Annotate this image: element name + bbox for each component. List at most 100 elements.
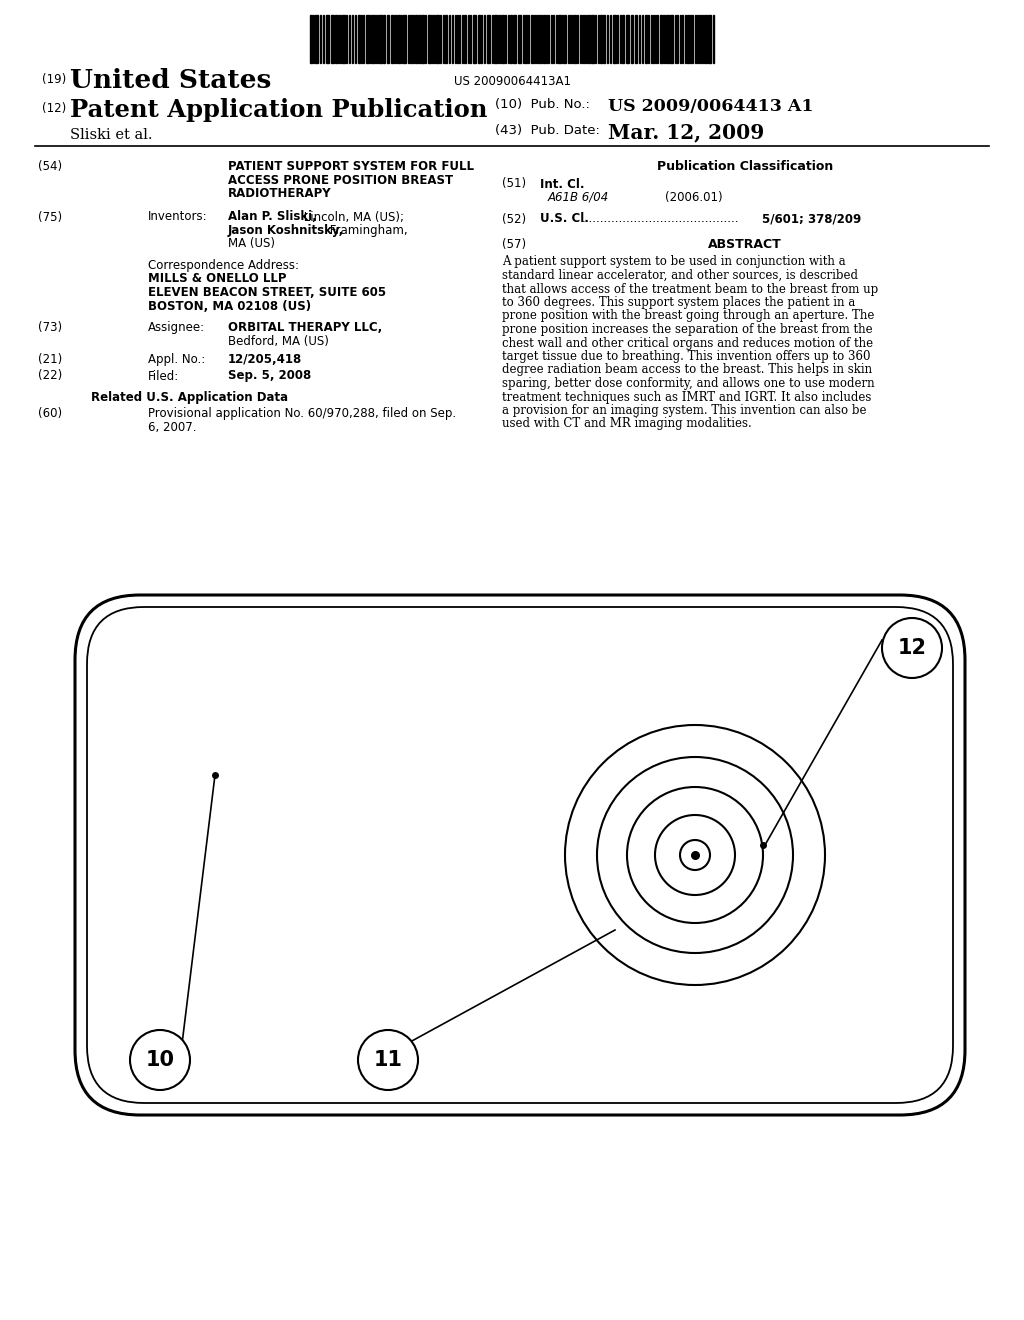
Circle shape — [597, 756, 793, 953]
Bar — [687, 15, 689, 63]
Text: (2006.01): (2006.01) — [665, 191, 723, 205]
Bar — [335, 15, 337, 63]
Bar — [494, 15, 497, 63]
Text: ..........................................: ........................................… — [582, 213, 739, 226]
Text: (57): (57) — [502, 238, 526, 251]
Text: 5/601; 378/209: 5/601; 378/209 — [762, 213, 861, 226]
Text: Publication Classification: Publication Classification — [656, 160, 834, 173]
Text: Inventors:: Inventors: — [148, 210, 208, 223]
Text: treatment techniques such as IMRT and IGRT. It also includes: treatment techniques such as IMRT and IG… — [502, 391, 871, 404]
Text: (60): (60) — [38, 408, 62, 421]
Bar — [398, 15, 400, 63]
Text: a provision for an imaging system. This invention can also be: a provision for an imaging system. This … — [502, 404, 866, 417]
Text: US 20090064413A1: US 20090064413A1 — [454, 75, 570, 88]
Bar — [436, 15, 439, 63]
Bar — [366, 15, 369, 63]
Text: MILLS & ONELLO LLP: MILLS & ONELLO LLP — [148, 272, 287, 285]
Bar — [502, 15, 504, 63]
Bar — [626, 15, 629, 63]
Text: Framingham,: Framingham, — [326, 224, 408, 238]
Text: Assignee:: Assignee: — [148, 321, 205, 334]
Bar — [478, 15, 480, 63]
Circle shape — [882, 618, 942, 678]
Text: (75): (75) — [38, 210, 62, 223]
Text: Provisional application No. 60/970,288, filed on Sep.: Provisional application No. 60/970,288, … — [148, 408, 456, 421]
Text: target tissue due to breathing. This invention offers up to 360: target tissue due to breathing. This inv… — [502, 350, 870, 363]
Text: 10: 10 — [145, 1049, 174, 1071]
Text: 12: 12 — [897, 638, 927, 657]
Bar — [387, 15, 389, 63]
Text: ELEVEN BEACON STREET, SUITE 605: ELEVEN BEACON STREET, SUITE 605 — [148, 286, 386, 300]
Text: 6, 2007.: 6, 2007. — [148, 421, 197, 434]
Bar — [600, 15, 602, 63]
Text: (21): (21) — [38, 352, 62, 366]
Bar — [418, 15, 420, 63]
Text: (73): (73) — [38, 321, 62, 334]
Circle shape — [627, 787, 763, 923]
Text: Patent Application Publication: Patent Application Publication — [70, 98, 487, 121]
Text: U.S. Cl.: U.S. Cl. — [540, 213, 589, 226]
Bar — [410, 15, 412, 63]
FancyBboxPatch shape — [87, 607, 953, 1104]
Bar — [379, 15, 382, 63]
Bar — [591, 15, 594, 63]
Bar — [310, 15, 312, 63]
Text: sparing, better dose conformity, and allows one to use modern: sparing, better dose conformity, and all… — [502, 378, 874, 389]
Bar — [372, 15, 374, 63]
Bar — [558, 15, 561, 63]
Bar — [391, 15, 393, 63]
Bar — [531, 15, 534, 63]
Bar — [538, 15, 540, 63]
Bar — [543, 15, 545, 63]
Bar — [705, 15, 707, 63]
Bar — [613, 15, 616, 63]
Text: (52): (52) — [502, 213, 526, 226]
Bar — [622, 15, 624, 63]
Bar — [473, 15, 476, 63]
Text: to 360 degrees. This support system places the patient in a: to 360 degrees. This support system plac… — [502, 296, 855, 309]
Bar — [588, 15, 590, 63]
Bar — [358, 15, 360, 63]
Bar — [631, 15, 633, 63]
Text: Mar. 12, 2009: Mar. 12, 2009 — [608, 121, 764, 143]
Bar — [326, 15, 329, 63]
Bar — [670, 15, 673, 63]
Text: ACCESS PRONE POSITION BREAST: ACCESS PRONE POSITION BREAST — [228, 173, 454, 186]
Text: Int. Cl.: Int. Cl. — [540, 177, 585, 190]
Bar — [525, 15, 527, 63]
Text: A61B 6/04: A61B 6/04 — [548, 191, 609, 205]
Text: A patient support system to be used in conjunction with a: A patient support system to be used in c… — [502, 256, 846, 268]
Bar — [518, 15, 521, 63]
Bar — [708, 15, 711, 63]
Text: prone position increases the separation of the breast from the: prone position increases the separation … — [502, 323, 872, 337]
Circle shape — [680, 840, 710, 870]
Text: Lincoln, MA (US);: Lincoln, MA (US); — [300, 210, 404, 223]
Bar — [421, 15, 424, 63]
Text: United States: United States — [70, 69, 271, 92]
Text: ORBITAL THERAPY LLC,: ORBITAL THERAPY LLC, — [228, 321, 382, 334]
Text: 11: 11 — [374, 1049, 402, 1071]
Text: Bedford, MA (US): Bedford, MA (US) — [228, 334, 329, 347]
FancyBboxPatch shape — [75, 595, 965, 1115]
Text: that allows access of the treatment beam to the breast from up: that allows access of the treatment beam… — [502, 282, 879, 296]
Text: (51): (51) — [502, 177, 526, 190]
Bar — [331, 15, 334, 63]
Text: (43)  Pub. Date:: (43) Pub. Date: — [495, 124, 600, 137]
Text: ABSTRACT: ABSTRACT — [709, 238, 782, 251]
Text: chest wall and other critical organs and reduces motion of the: chest wall and other critical organs and… — [502, 337, 873, 350]
Text: 12/205,418: 12/205,418 — [228, 352, 302, 366]
Text: prone position with the breast going through an aperture. The: prone position with the breast going thr… — [502, 309, 874, 322]
Bar — [574, 15, 575, 63]
Text: (10)  Pub. No.:: (10) Pub. No.: — [495, 98, 590, 111]
Text: used with CT and MR imaging modalities.: used with CT and MR imaging modalities. — [502, 417, 752, 430]
Text: PATIENT SUPPORT SYSTEM FOR FULL: PATIENT SUPPORT SYSTEM FOR FULL — [228, 160, 474, 173]
Text: MA (US): MA (US) — [228, 238, 275, 251]
Bar — [428, 15, 431, 63]
Bar — [310, 15, 714, 63]
Text: Filed:: Filed: — [148, 370, 179, 383]
Bar — [510, 15, 512, 63]
Text: RADIOTHERAPY: RADIOTHERAPY — [228, 187, 332, 201]
Bar — [403, 15, 406, 63]
Text: (12): (12) — [42, 102, 67, 115]
Text: US 2009/0064413 A1: US 2009/0064413 A1 — [608, 98, 813, 115]
